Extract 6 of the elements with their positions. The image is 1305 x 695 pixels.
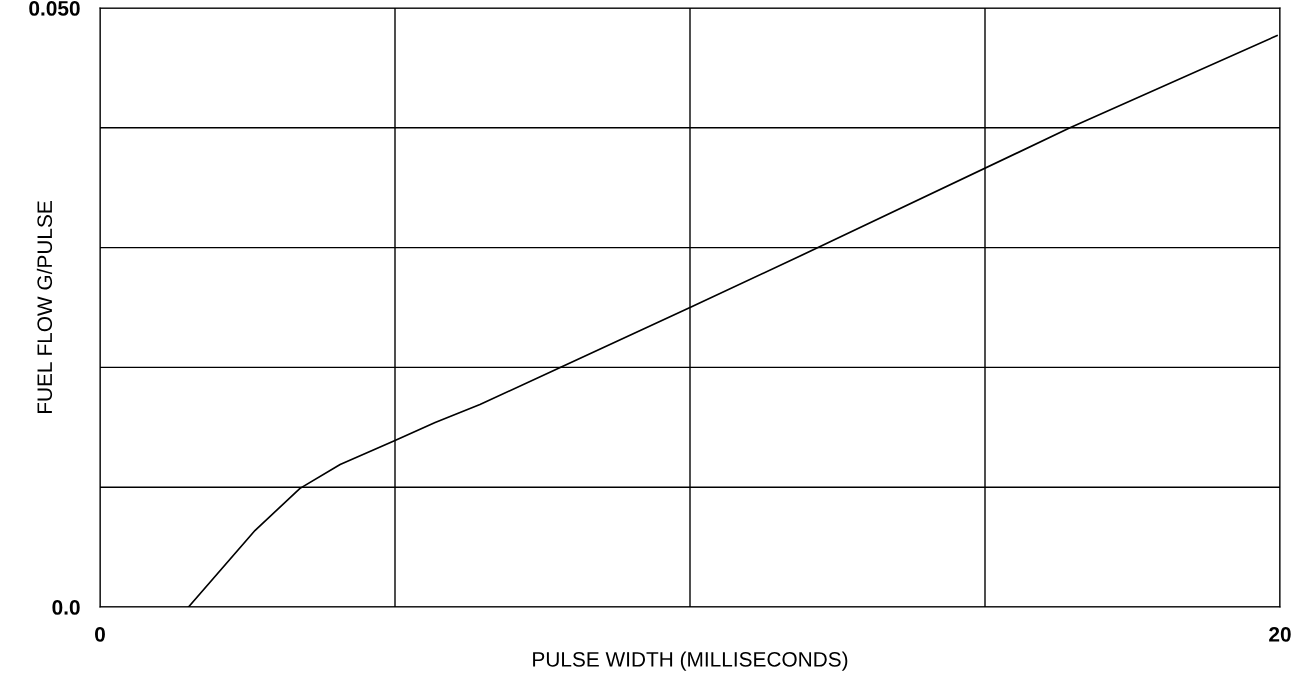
y-tick-label: 0.050: [29, 1, 80, 16]
x-tick-label: 0: [95, 626, 105, 642]
x-axis-title: PULSE WIDTH (MILLISECONDS): [533, 651, 848, 671]
y-tick-label: 0.0: [52, 600, 80, 615]
x-tick-label: 20: [1269, 626, 1291, 642]
y-axis-title: FUEL FLOW G/PULSE: [36, 201, 53, 414]
